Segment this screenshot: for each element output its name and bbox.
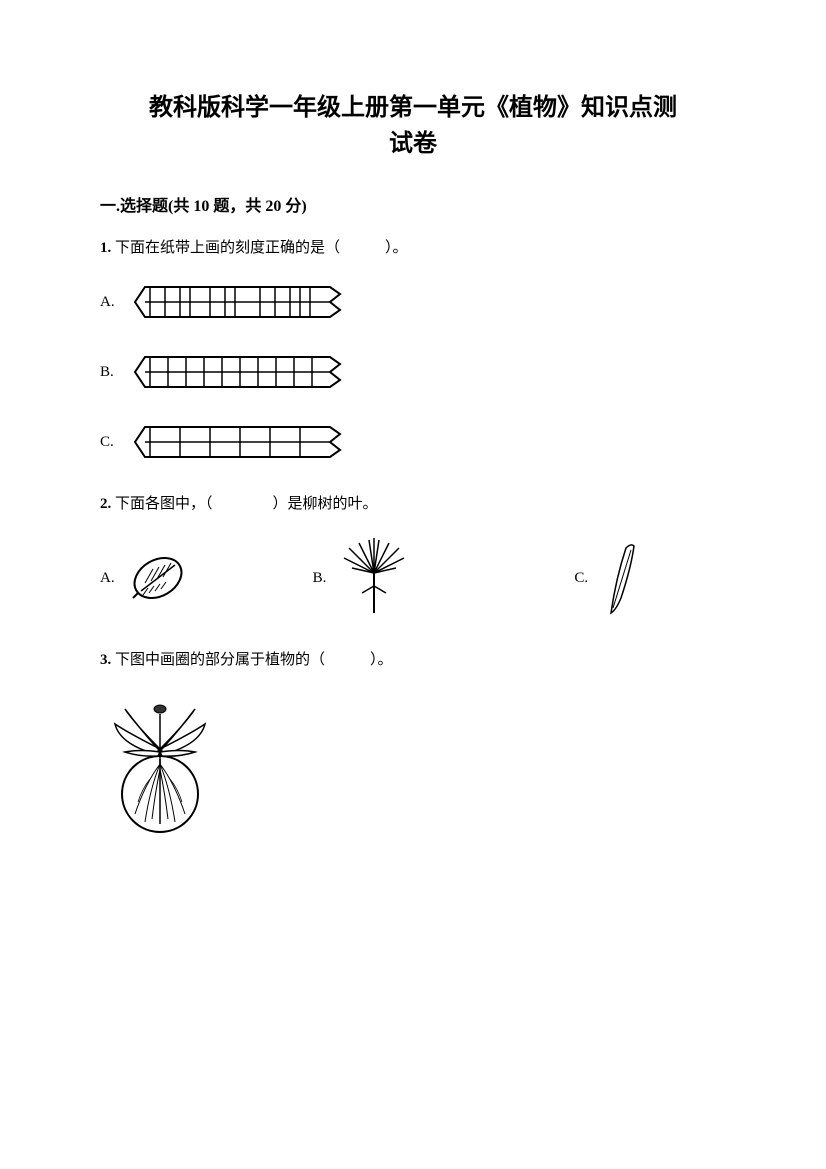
leaf-c-icon: [596, 538, 646, 618]
ruler-c-icon: [130, 422, 360, 462]
q2-option-b: B.: [313, 538, 415, 618]
q1-option-c: C.: [100, 422, 726, 462]
q3-number: 3.: [100, 652, 111, 668]
q1-text: 下面在纸带上画的刻度正确的是（ ）。: [111, 240, 407, 256]
q1-label-c: C.: [100, 434, 120, 451]
plant-icon: [100, 694, 230, 834]
title-line2: 试卷: [100, 126, 726, 162]
q3-plant-image: [100, 694, 726, 839]
q3-text: 下图中画圈的部分属于植物的（ ）。: [111, 652, 392, 668]
q2-options: A. B.: [100, 538, 726, 618]
q2-label-b: B.: [313, 570, 327, 587]
q2-option-a: A.: [100, 543, 193, 613]
ruler-b-icon: [130, 352, 360, 392]
ruler-a-icon: [130, 282, 360, 322]
q2-label-c: C.: [574, 570, 588, 587]
q2-label-a: A.: [100, 570, 115, 587]
q1-number: 1.: [100, 240, 111, 256]
section-header: 一.选择题(共 10 题，共 20 分): [100, 192, 726, 216]
q2-number: 2.: [100, 496, 111, 512]
q1-option-a: A.: [100, 282, 726, 322]
q1-label-b: B.: [100, 364, 120, 381]
q1-option-b: B.: [100, 352, 726, 392]
q2-option-c: C.: [574, 538, 646, 618]
page-title: 教科版科学一年级上册第一单元《植物》知识点测 试卷: [100, 90, 726, 162]
question-3: 3. 下图中画圈的部分属于植物的（ ）。: [100, 648, 726, 839]
leaf-b-icon: [334, 538, 414, 618]
title-line1: 教科版科学一年级上册第一单元《植物》知识点测: [100, 90, 726, 126]
q1-label-a: A.: [100, 294, 120, 311]
q2-text: 下面各图中，（ ）是柳树的叶。: [111, 496, 377, 512]
leaf-a-icon: [123, 543, 193, 613]
question-2: 2. 下面各图中，（ ）是柳树的叶。 A. B.: [100, 492, 726, 618]
question-1: 1. 下面在纸带上画的刻度正确的是（ ）。 A. B.: [100, 236, 726, 462]
